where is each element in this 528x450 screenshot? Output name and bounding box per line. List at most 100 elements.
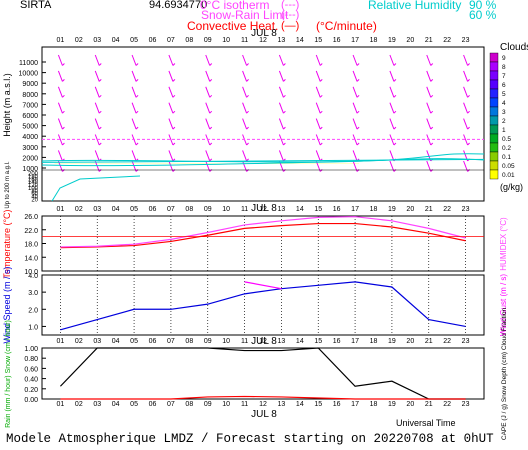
- hour-tick-label: 10: [222, 37, 230, 44]
- wind-arrow: [352, 54, 358, 66]
- wind-arrow: [94, 86, 100, 98]
- height-small-tick-label: 200: [28, 172, 39, 178]
- cloud-colorbar: 9 8 7 6 5 4 3 2 1 0.5 0.2 0.1 0.05 0.01: [489, 52, 515, 180]
- colorbar-swatch: [489, 52, 499, 63]
- y-tick-label: 1.00: [24, 346, 38, 353]
- wind-arrow-head: [62, 94, 65, 98]
- hour-tick-label: 20: [406, 338, 414, 345]
- wind-arrow: [131, 102, 137, 114]
- height-small-tick-label: 100: [28, 186, 39, 192]
- wind-arrow-head: [430, 94, 434, 98]
- wind-arrow-head: [135, 63, 139, 66]
- series-line: [60, 395, 466, 400]
- hour-tick-label: 04: [112, 37, 120, 44]
- wind-arrow-head: [319, 63, 323, 66]
- wind-arrow: [426, 54, 432, 66]
- colorbar-label: 9: [502, 55, 506, 62]
- hour-tick-label: 03: [93, 338, 101, 345]
- wind-arrow: [94, 54, 100, 66]
- hour-tick-label: 14: [296, 338, 304, 345]
- wind-arrow-head: [319, 142, 323, 146]
- wind-arrow-head: [172, 63, 176, 66]
- rain-axis-title: Rain (mm / hour) Snow (cm / hour): [5, 320, 12, 428]
- wind-arrow: [463, 118, 469, 130]
- y-tick-label: 3.0: [28, 290, 38, 297]
- wind-arrow-head: [319, 94, 323, 98]
- colorbar-unit: (g/kg): [500, 182, 523, 192]
- wind-arrow-head: [467, 79, 470, 82]
- wind-arrow-head: [62, 142, 65, 146]
- humidex-axis-title: HUMIDEX (°C): [499, 217, 508, 271]
- hour-tick-label: 19: [388, 401, 396, 408]
- hour-tick-label: 15: [314, 401, 322, 408]
- wind-arrow-head: [319, 79, 323, 82]
- hour-tick-label: 22: [443, 338, 451, 345]
- hour-tick-label: 13: [278, 206, 286, 213]
- wind-arrow: [389, 134, 395, 146]
- colorbar-label: 5: [502, 91, 506, 98]
- hour-tick-label: 08: [185, 37, 193, 44]
- hour-tick-label: 05: [130, 37, 138, 44]
- height-y-ticks: 11000 10000 9000 8000 7000 6000 5000 4000 3000 20…: [19, 60, 484, 204]
- humidity-contour-top: [41, 158, 485, 163]
- hour-tick-label: 08: [185, 338, 193, 345]
- temperature-axis-title: Temperature (°C): [2, 209, 12, 278]
- hour-tick-label: 05: [130, 401, 138, 408]
- hour-tick-label: 21: [425, 37, 433, 44]
- hour-tick-label: 09: [204, 206, 212, 213]
- hour-tick-label: 20: [406, 37, 414, 44]
- wind-arrow-head: [283, 126, 286, 130]
- y-tick-label: 0.00: [24, 397, 38, 404]
- wind-arrow-head: [135, 110, 139, 114]
- snow-rain-key: (---): [281, 9, 300, 21]
- wind-arrow-head: [467, 94, 470, 98]
- wind-arrow: [389, 102, 395, 114]
- hour-tick-label: 23: [462, 37, 470, 44]
- hour-tick-label: 07: [167, 206, 175, 213]
- humidity-contour-surface: [51, 175, 141, 202]
- height-small-tick-label: 180: [28, 174, 39, 180]
- wind-arrow-head: [283, 142, 286, 146]
- wind-arrow: [168, 134, 174, 146]
- wind-arrow: [315, 150, 321, 162]
- height-tick-label: 8000: [22, 92, 38, 99]
- isotherm-key: (---): [281, 0, 300, 11]
- wind-arrow: [94, 150, 100, 162]
- height-tick-label: 2000: [22, 155, 38, 162]
- hour-tick-label: 04: [112, 401, 120, 408]
- wind-arrow: [389, 54, 395, 66]
- hour-tick-label: 05: [130, 206, 138, 213]
- hour-tick-label: 17: [351, 338, 359, 345]
- hour-axis-labels: 01 02 03 04 05 06 07 08 09 10 11 12 13 14 15 16 17 18 19 20…: [57, 37, 470, 408]
- hour-tick-label: 10: [222, 206, 230, 213]
- wind-arrow: [168, 118, 174, 130]
- hour-tick-label: 23: [462, 206, 470, 213]
- hour-tick-label: 13: [278, 401, 286, 408]
- wind-panel-frame: [41, 274, 485, 336]
- rh-legend: Relative Humidity: [368, 0, 462, 12]
- hour-tick-label: 06: [149, 206, 157, 213]
- snow-rain-legend: Snow-Rain Limit: [201, 8, 289, 22]
- date-label-top: JUL 8: [251, 28, 277, 39]
- wind-arrow-head: [430, 79, 434, 82]
- wind-arrow: [352, 70, 358, 82]
- wind-arrow: [57, 54, 63, 66]
- height-tick-label: 6000: [22, 113, 38, 120]
- hour-tick-label: 12: [259, 401, 267, 408]
- colorbar-swatch: [489, 133, 499, 144]
- colorbar-swatch: [489, 106, 499, 117]
- wind-arrow: [315, 118, 321, 130]
- convective-unit: (°C/minute): [316, 19, 377, 33]
- wind-arrow-head: [98, 110, 102, 114]
- wind-arrow: [463, 70, 469, 82]
- y-tick-label: 26.0: [24, 214, 38, 221]
- colorbar-swatch: [489, 97, 499, 108]
- hour-tick-label: 02: [75, 206, 83, 213]
- hour-tick-label: 15: [314, 206, 322, 213]
- y-tick-label: 10.0: [24, 269, 38, 276]
- height-tick-label: 4000: [22, 134, 38, 141]
- colorbar-swatch: [489, 151, 499, 162]
- wind-arrow-head: [467, 63, 470, 66]
- wind-arrow: [131, 70, 137, 82]
